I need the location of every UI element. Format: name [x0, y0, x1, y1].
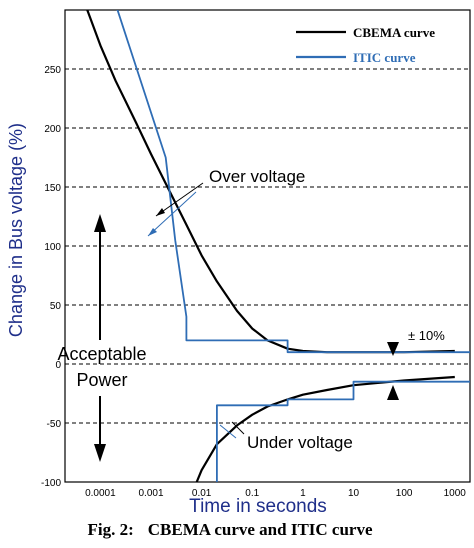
y-tick-label: -50	[47, 419, 62, 430]
legend: CBEMA curve ITIC curve	[296, 25, 435, 65]
x-tick-label: 0.0001	[85, 488, 116, 499]
x-tick-label: 100	[396, 488, 413, 499]
itic-curve-line	[116, 10, 470, 354]
tolerance-arrow-up	[387, 385, 399, 400]
y-tick-label: -100	[41, 478, 61, 489]
y-tick-label: 150	[44, 183, 61, 194]
x-axis-label: Time in seconds	[189, 496, 327, 517]
y-tick-label: 0	[55, 360, 61, 371]
legend-label-itic: ITIC curve	[353, 50, 416, 65]
series-lines	[86, 10, 470, 482]
under-voltage-arrow	[231, 421, 245, 435]
annotation-plus-minus-10: ± 10%	[408, 328, 445, 343]
legend-label-cbema: CBEMA curve	[353, 25, 435, 40]
over-voltage-arrow-blue	[147, 191, 197, 237]
caption-label: Fig. 2:	[87, 520, 134, 539]
x-tick-label: 0.001	[138, 488, 163, 499]
x-tick-label: 1000	[444, 488, 467, 499]
annotation-acceptable: Acceptable	[57, 344, 146, 364]
annotation-over-voltage: Over voltage	[209, 167, 305, 186]
tolerance-arrow-down	[387, 342, 399, 356]
y-axis-label: Change in Bus voltage (%)	[6, 123, 26, 337]
annotation-under-voltage: Under voltage	[247, 433, 353, 452]
y-tick-label: 100	[44, 242, 61, 253]
cbema-curve-line	[195, 375, 455, 482]
over-voltage-arrowhead-blue	[148, 228, 157, 236]
acceptable-arrow-up-head	[94, 214, 106, 232]
x-tick-label: 10	[348, 488, 360, 499]
x-tick-labels: 0.0001 0.001 0.01 0.1 1 10 100 1000	[85, 488, 466, 499]
x-tick-label: 1	[300, 488, 306, 499]
y-tick-label: 50	[50, 301, 62, 312]
acceptable-arrow-down-head	[94, 444, 106, 462]
annotation-power: Power	[76, 370, 127, 390]
y-tick-label: 250	[44, 65, 61, 76]
over-voltage-arrowhead-black	[156, 208, 165, 216]
gridlines	[65, 68, 470, 424]
y-tick-labels: -100 -50 0 50 100 150 200 250	[41, 65, 61, 489]
figure-caption: Fig. 2: CBEMA curve and ITIC curve	[0, 520, 474, 540]
y-tick-label: 200	[44, 124, 61, 135]
under-voltage-arrow-blue	[219, 424, 237, 439]
itic-curve-line	[215, 380, 470, 482]
x-tick-label: 0.01	[192, 488, 212, 499]
x-tick-label: 0.1	[245, 488, 259, 499]
caption-text: CBEMA curve and ITIC curve	[147, 520, 373, 539]
over-voltage-arrow-black	[155, 182, 204, 217]
